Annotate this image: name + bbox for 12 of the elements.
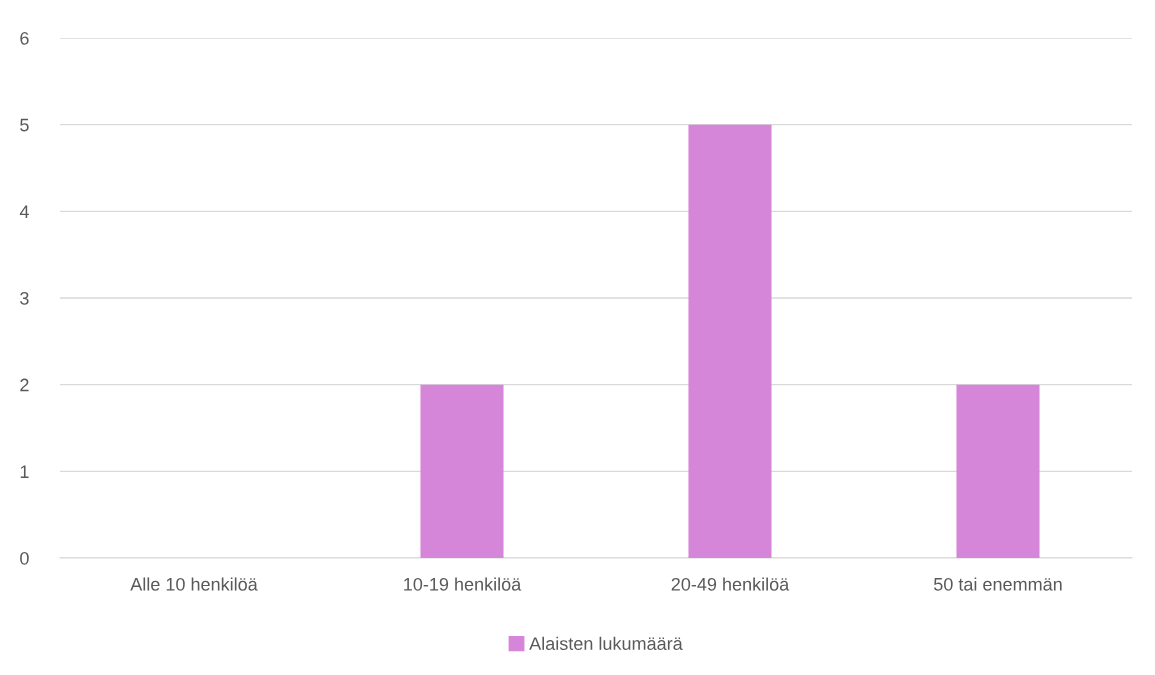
legend-label: Alaisten lukumäärä — [529, 636, 683, 651]
y-tick-label: 1 — [20, 465, 29, 478]
x-tick-label: 10-19 henkilöä — [404, 577, 522, 591]
y-tick-label: 6 — [20, 31, 29, 45]
y-tick-label: 4 — [19, 205, 29, 218]
x-tick-label: Alle 10 henkilöä — [130, 577, 258, 591]
y-tick-label: 2 — [20, 378, 29, 392]
x-tick-label: 20-49 henkilöä — [671, 577, 790, 591]
x-tick-label: 50 tai enemmän — [933, 577, 1062, 591]
y-tick-label: 3 — [20, 291, 29, 305]
y-tick-label: 5 — [20, 118, 29, 132]
y-tick-label: 0 — [20, 551, 29, 565]
